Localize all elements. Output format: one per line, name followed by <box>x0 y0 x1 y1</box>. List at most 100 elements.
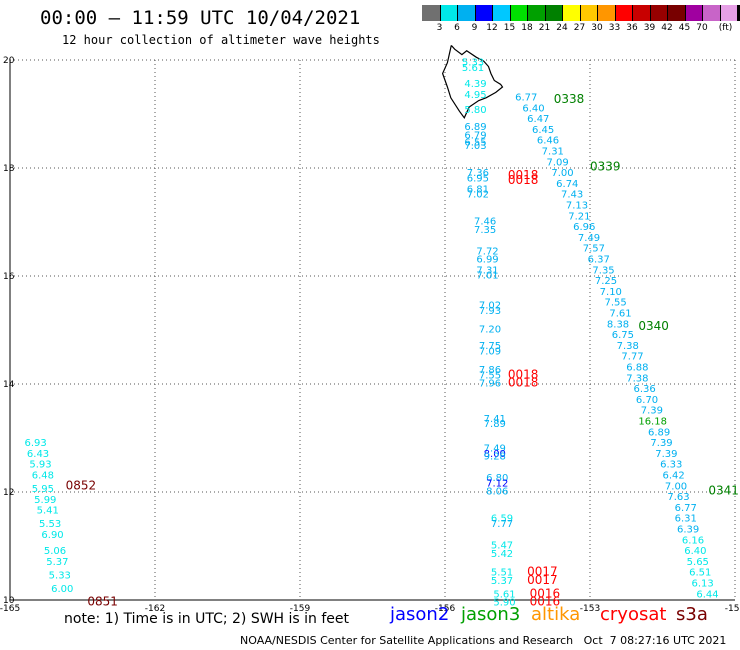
wave-height-label: 7.25 <box>595 276 617 287</box>
wave-height-label: 7.03 <box>464 141 486 152</box>
wave-height-label: 6.40 <box>522 103 544 114</box>
wave-height-label: 6.88 <box>626 363 648 374</box>
wave-height-label: 4.39 <box>464 79 486 90</box>
legend-swatch <box>527 5 545 21</box>
wave-height-label: 6.70 <box>636 395 658 406</box>
wave-height-label: 5.42 <box>491 549 513 560</box>
wave-height-label: 7.20 <box>479 325 501 336</box>
wave-height-label: 6.96 <box>573 222 595 233</box>
wave-height-label: 8.38 <box>607 319 629 330</box>
legend-swatch <box>492 5 510 21</box>
legend-swatch <box>544 5 562 21</box>
wave-height-label: 5.41 <box>37 506 59 517</box>
legend-swatch <box>439 5 457 21</box>
wave-height-label: 7.41 <box>484 414 506 425</box>
pass-time-label: 0341 <box>708 484 739 498</box>
wave-height-label: 7.39 <box>650 438 672 449</box>
wave-height-label: 6.36 <box>634 384 656 395</box>
wave-height-label: 7.75 <box>479 341 501 352</box>
x-tick-label: -150 <box>725 604 740 614</box>
wave-height-label: 7.57 <box>583 244 605 255</box>
legend-label: 27 <box>573 23 586 33</box>
y-tick-label: 18 <box>3 164 15 174</box>
wave-height-label: 6.93 <box>25 438 47 449</box>
wave-height-label: 7.38 <box>626 373 648 384</box>
wave-height-label: 6.80 <box>486 473 508 484</box>
y-tick-label: 10 <box>3 596 15 606</box>
wave-height-label: 6.42 <box>663 471 685 482</box>
legend-swatch <box>422 5 440 21</box>
legend-swatch <box>667 5 685 21</box>
wave-height-label: 5.47 <box>491 541 513 552</box>
legend-label: 30 <box>591 23 603 33</box>
wave-height-label: 6.13 <box>692 579 714 590</box>
wave-height-label: 6.45 <box>532 125 554 136</box>
wave-height-label: 7.96 <box>479 379 501 390</box>
pass-time-label: 0018 <box>508 168 539 182</box>
wave-height-label: 6.31 <box>675 514 697 525</box>
pass-time-label: 0338 <box>554 92 585 106</box>
wave-height-label: 7.21 <box>568 211 590 222</box>
wave-height-label: 5.53 <box>39 519 61 530</box>
wave-height-label: 6.47 <box>527 114 549 125</box>
legend-label: 9 <box>471 23 478 33</box>
legend-label: 3 <box>436 23 443 33</box>
wave-height-label: 7.43 <box>561 190 583 201</box>
legend-label: 12 <box>486 23 498 33</box>
wave-height-label: 7.77 <box>621 352 643 363</box>
wave-height-label: 7.01 <box>476 271 498 282</box>
legend-label: 39 <box>643 23 656 33</box>
x-tick-label: -156 <box>435 604 456 614</box>
wave-height-label: 7.35 <box>474 225 496 236</box>
wave-height-label: 6.79 <box>464 130 486 141</box>
wave-height-label: 7.02 <box>467 190 489 201</box>
color-legend <box>422 5 740 21</box>
y-tick-label: 14 <box>3 380 15 390</box>
wave-height-label: 7.55 <box>605 298 627 309</box>
wave-height-label: 6.89 <box>464 122 486 133</box>
pass-time-label: 0017 <box>527 565 558 579</box>
pass-time-label: 0016 <box>530 594 561 608</box>
wave-height-label: 5.93 <box>29 460 51 471</box>
x-tick-label: -159 <box>290 604 311 614</box>
legend-label: 36 <box>626 23 638 33</box>
wave-height-label: 7.09 <box>479 346 501 357</box>
wave-height-label: 6.39 <box>677 525 699 536</box>
wave-height-label: 7.09 <box>547 157 569 168</box>
wave-height-label: 5.61 <box>462 63 484 74</box>
legend-label: 45 <box>678 23 691 33</box>
wave-height-label: 7.49 <box>578 233 600 244</box>
x-tick-label: -153 <box>580 604 600 614</box>
wave-height-label: 6.51 <box>689 568 711 579</box>
wave-height-label: 7.49 <box>484 444 506 455</box>
footnote: note: 1) Time is in UTC; 2) SWH is in fe… <box>64 611 350 627</box>
wave-height-label: 6.90 <box>41 530 63 541</box>
hawaii-coastline <box>441 44 504 119</box>
pass-time-label: 0018 <box>508 376 539 390</box>
wave-height-label: 6.77 <box>675 503 697 514</box>
legend-swatch <box>719 5 737 21</box>
satellite-label-altika: altika <box>531 604 581 625</box>
wave-height-label: 7.02 <box>479 300 501 311</box>
wave-height-label: 5.51 <box>491 568 513 579</box>
wave-height-label: 7.31 <box>476 265 498 276</box>
pass-time-label: 0018 <box>508 368 539 382</box>
wave-height-label: 6.89 <box>648 427 670 438</box>
x-tick-label: -165 <box>0 604 20 614</box>
wave-height-label: 5.99 <box>34 495 56 506</box>
wave-height-label: 8.06 <box>486 487 508 498</box>
legend-swatch <box>684 5 702 21</box>
wave-height-label: 6.33 <box>660 460 682 471</box>
wave-height-label: 5.06 <box>44 546 66 557</box>
credit-line: NOAA/NESDIS Center for Satellite Applica… <box>240 634 727 647</box>
wave-height-label: 6.46 <box>537 136 559 147</box>
wave-height-label: 6.74 <box>556 179 578 190</box>
legend-label: 15 <box>503 23 516 33</box>
legend-swatch <box>457 5 475 21</box>
page-subtitle: 12 hour collection of altimeter wave hei… <box>62 33 380 47</box>
y-tick-label: 20 <box>3 56 15 66</box>
wave-height-label: 7.55 <box>479 371 501 382</box>
wave-height-label: 7.77 <box>491 519 513 530</box>
wave-height-label: 16.18 <box>638 417 667 428</box>
legend-swatch <box>649 5 667 21</box>
